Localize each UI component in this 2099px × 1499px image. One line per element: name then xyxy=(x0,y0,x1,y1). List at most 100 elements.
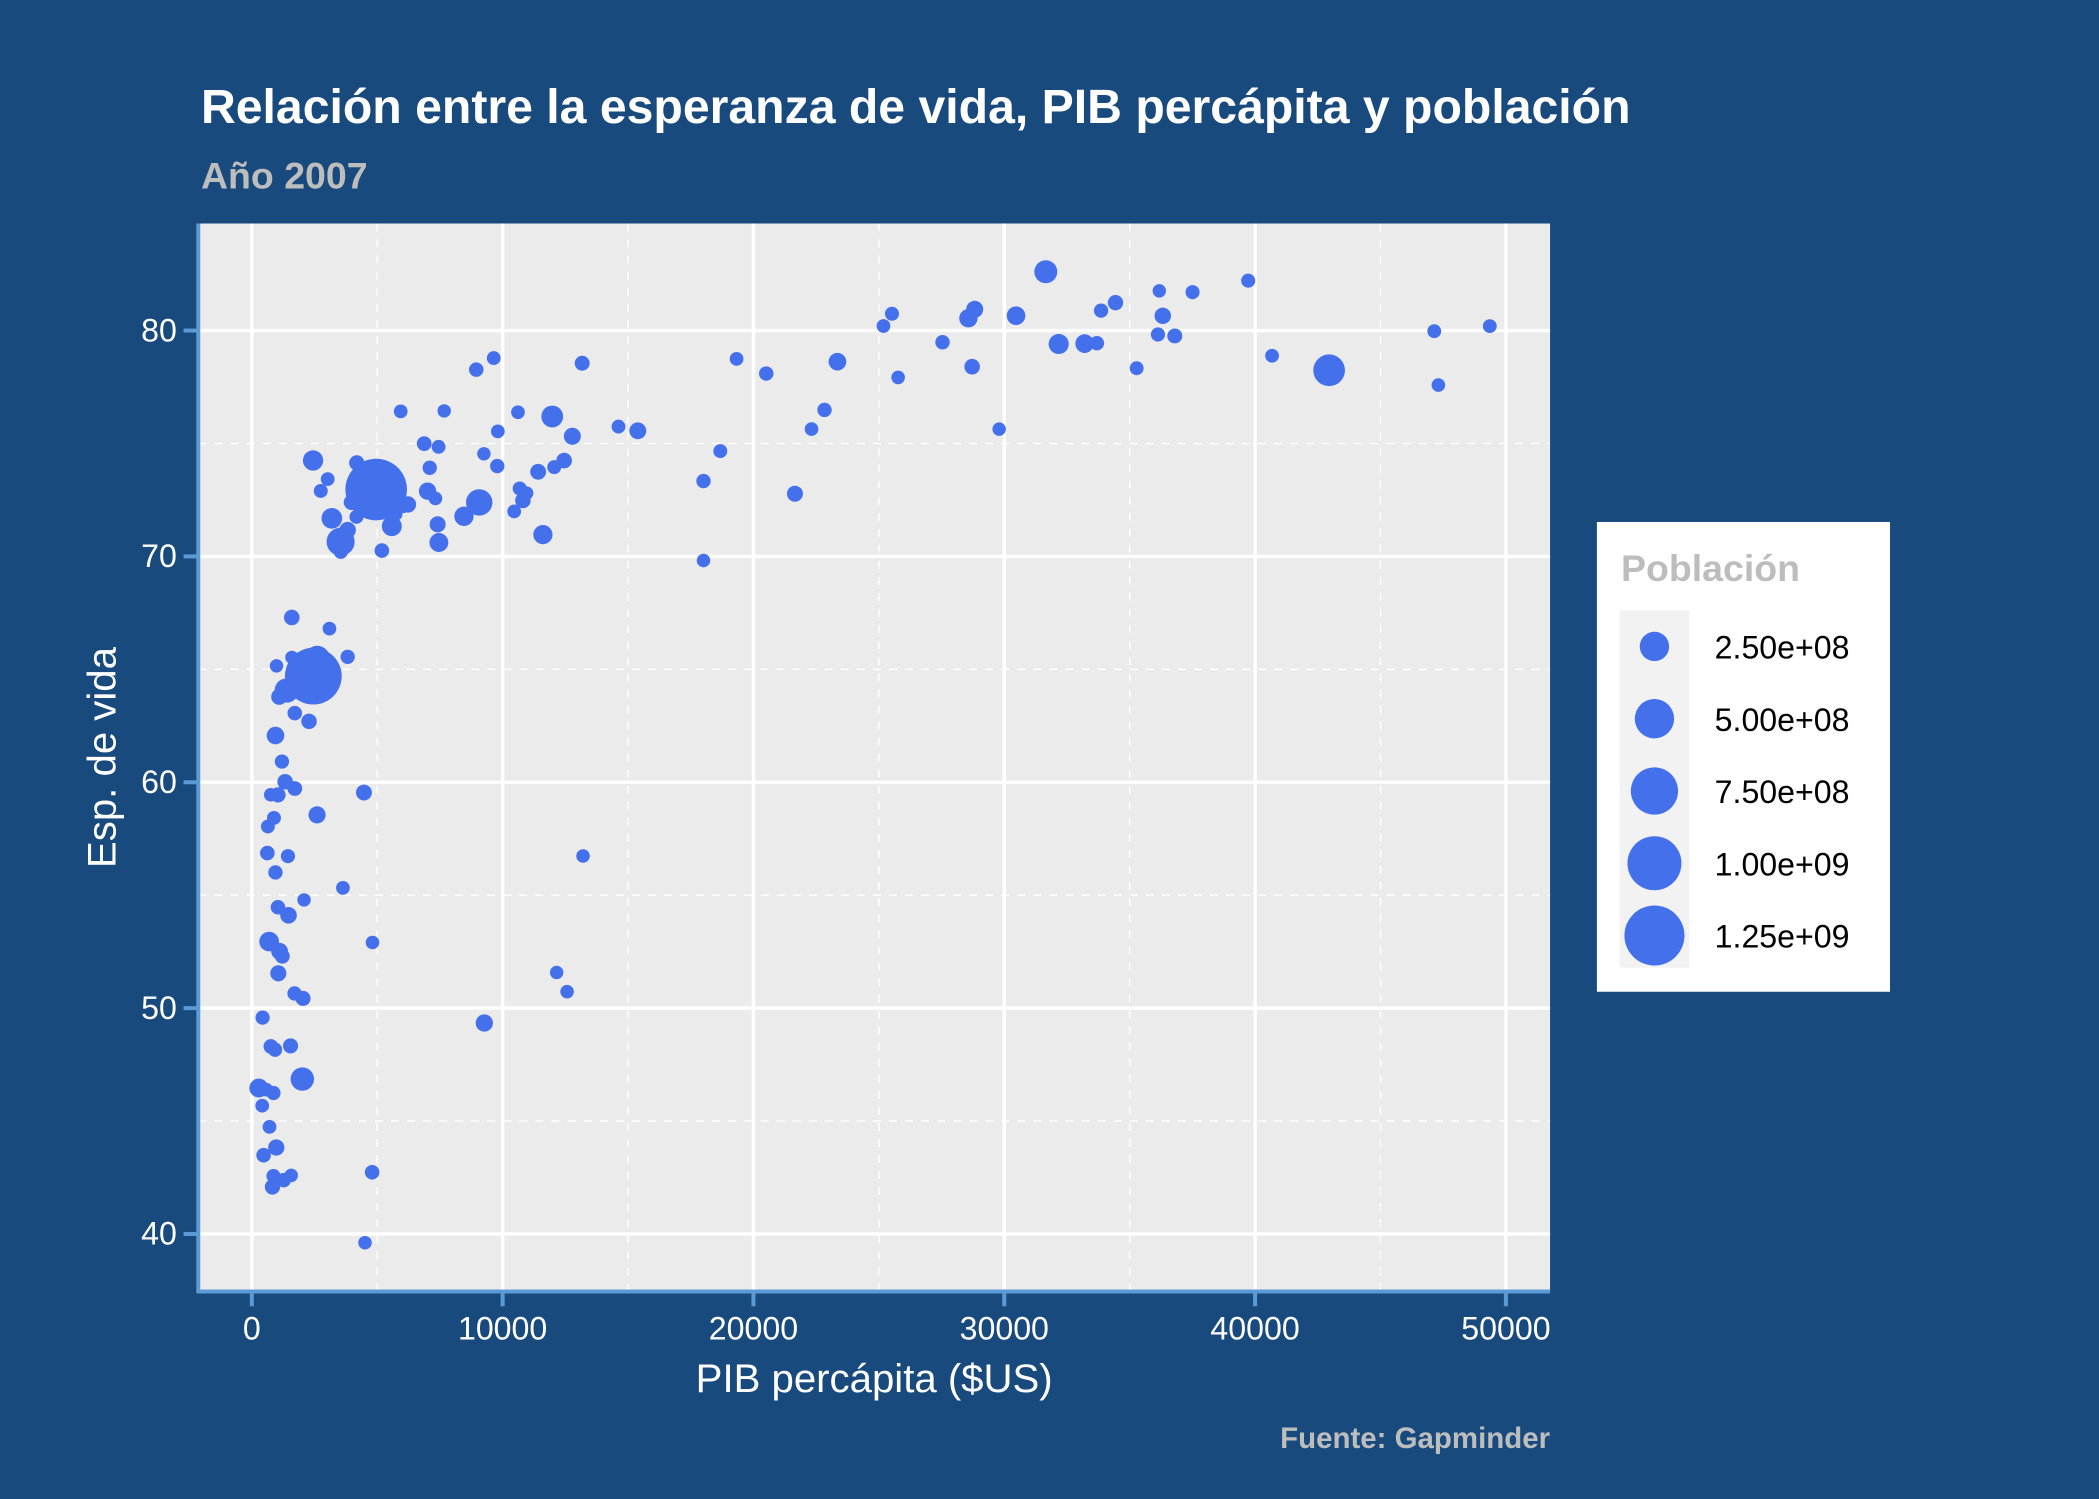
data-point xyxy=(477,447,491,461)
y-tick-label: 80 xyxy=(141,312,177,348)
data-point xyxy=(290,681,304,696)
data-point xyxy=(1482,319,1497,334)
x-tick-label: 0 xyxy=(243,1311,261,1347)
data-point xyxy=(515,492,531,509)
data-point xyxy=(271,942,288,960)
legend: Población 2.50e+08 5.00e+08 7.50e+08 1.00e+… xyxy=(1596,521,1891,992)
data-point xyxy=(891,370,905,385)
data-point xyxy=(308,806,326,824)
data-point xyxy=(262,1119,277,1134)
y-axis-label: Esp. de vida xyxy=(79,646,124,868)
legend-key-circle xyxy=(1630,767,1679,815)
data-point xyxy=(437,404,451,418)
data-point xyxy=(280,906,297,924)
data-point xyxy=(759,366,774,381)
legend-key-circle xyxy=(1634,699,1675,739)
data-point xyxy=(429,516,446,533)
data-point xyxy=(992,422,1006,436)
data-point xyxy=(786,485,803,502)
data-point xyxy=(283,609,300,626)
y-tick-label: 40 xyxy=(141,1216,177,1252)
x-tick-label: 30000 xyxy=(960,1311,1049,1347)
data-point xyxy=(320,472,335,487)
data-point xyxy=(490,458,505,474)
data-point xyxy=(322,621,337,636)
x-tick-label: 20000 xyxy=(709,1311,798,1347)
data-point xyxy=(511,405,525,420)
data-point xyxy=(469,362,484,377)
data-point xyxy=(574,355,590,371)
data-point xyxy=(1093,303,1109,318)
data-point xyxy=(1006,306,1026,326)
x-axis-label: PIB percápita ($US) xyxy=(696,1356,1053,1401)
caption: Fuente: Gapminder xyxy=(1280,1422,1550,1455)
data-point xyxy=(280,849,296,864)
data-point xyxy=(339,521,356,539)
data-point xyxy=(563,427,581,445)
data-point xyxy=(729,352,744,366)
data-point xyxy=(696,553,711,568)
data-point xyxy=(1154,307,1171,325)
axis-ticks: 0 10000 20000 30000 40000 50000 40 50 60 70 80 xyxy=(141,312,1550,1346)
data-point xyxy=(935,335,950,350)
data-point xyxy=(696,473,711,489)
data-point xyxy=(255,1010,270,1025)
data-point xyxy=(349,455,365,471)
data-point xyxy=(267,1042,283,1057)
data-point xyxy=(490,424,505,439)
data-point xyxy=(556,452,572,469)
data-point xyxy=(270,899,286,915)
data-point xyxy=(355,784,372,801)
data-point xyxy=(297,893,311,907)
data-point xyxy=(301,713,317,730)
chart-title: Relación entre la esperanza de vida, PIB… xyxy=(201,80,1631,134)
data-point xyxy=(1152,284,1166,298)
data-point xyxy=(358,1235,372,1250)
data-point xyxy=(817,402,832,418)
data-point xyxy=(266,726,285,745)
data-point xyxy=(287,986,302,1001)
y-tick-label: 70 xyxy=(141,538,177,574)
data-point xyxy=(270,965,287,982)
data-point xyxy=(1431,378,1446,392)
x-tick-label: 40000 xyxy=(1210,1311,1299,1347)
data-point xyxy=(358,492,373,507)
data-point xyxy=(349,509,364,524)
data-point xyxy=(1313,354,1345,387)
data-point xyxy=(255,1098,270,1113)
data-point xyxy=(876,319,891,333)
data-point xyxy=(345,458,407,521)
chart-subtitle: Año 2007 xyxy=(201,155,368,197)
legend-label: 1.00e+09 xyxy=(1715,846,1850,882)
data-point xyxy=(365,935,380,950)
data-point xyxy=(964,358,980,375)
data-point xyxy=(804,422,819,436)
data-point xyxy=(271,688,288,705)
legend-label: 1.25e+09 xyxy=(1715,919,1850,955)
x-tick-label: 50000 xyxy=(1461,1311,1550,1347)
points-layer xyxy=(249,260,1497,1250)
y-tick-label: 60 xyxy=(141,764,177,800)
data-point xyxy=(264,1179,281,1195)
data-point xyxy=(266,1085,281,1101)
x-tick-label: 10000 xyxy=(458,1311,547,1347)
data-point xyxy=(364,1164,380,1180)
data-point xyxy=(393,404,408,419)
data-point xyxy=(475,1014,493,1032)
data-point xyxy=(381,516,402,537)
data-point xyxy=(611,419,626,434)
data-point xyxy=(256,1147,271,1163)
legend-title: Población xyxy=(1621,547,1800,589)
data-point xyxy=(576,849,590,863)
data-point xyxy=(1150,327,1166,342)
data-point xyxy=(287,705,303,721)
data-point xyxy=(828,352,847,371)
data-point xyxy=(429,533,449,552)
data-point xyxy=(541,405,564,428)
data-point xyxy=(966,300,984,318)
data-point xyxy=(884,306,899,321)
data-point xyxy=(1427,324,1442,339)
legend-label: 5.00e+08 xyxy=(1715,702,1850,738)
data-point xyxy=(549,965,564,980)
data-point xyxy=(336,881,350,895)
